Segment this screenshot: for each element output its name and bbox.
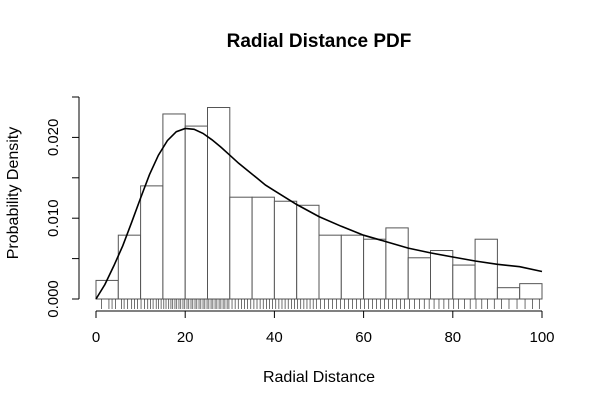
x-tick-label: 40 [266,329,283,346]
density-curve-layer [95,127,543,300]
histogram-bar [273,200,298,300]
histogram-bars [95,107,543,300]
histogram-bar [430,250,454,300]
y-axis: 0.000 0.010 0.020 [45,96,80,318]
y-tick-label: 0.000 [45,280,62,318]
y-axis-label: Probability Density [5,127,22,260]
histogram-bar [407,257,432,300]
histogram-bar [229,196,253,300]
x-tick-label: 0 [92,329,100,346]
density-curve [95,127,543,300]
histogram-bar [519,283,543,300]
x-tick-label: 20 [177,329,194,346]
chart-title: Radial Distance PDF [227,31,412,52]
histogram-bar [95,279,119,300]
histogram-bar [318,234,342,300]
x-tick-label: 80 [444,329,461,346]
histogram-bar [251,196,275,300]
histogram-bar [363,238,387,300]
histogram-bar [117,234,142,300]
histogram-bar [207,107,231,300]
histogram-bar [474,238,498,300]
x-tick-label: 60 [355,329,372,346]
histogram-bar [385,227,409,300]
histogram-bar [140,185,164,300]
rug-marks [101,299,540,309]
histogram-bar [184,125,208,300]
x-tick-label: 100 [529,329,554,346]
histogram-bar [340,234,365,300]
y-tick-label: 0.020 [45,119,62,157]
y-tick-label: 0.010 [45,199,62,237]
histogram-bar [296,204,320,300]
histogram-bar [452,264,476,300]
x-axis: 0 20 40 60 80 100 [92,310,555,346]
x-axis-label: Radial Distance [263,369,375,386]
histogram-bar [496,287,521,300]
